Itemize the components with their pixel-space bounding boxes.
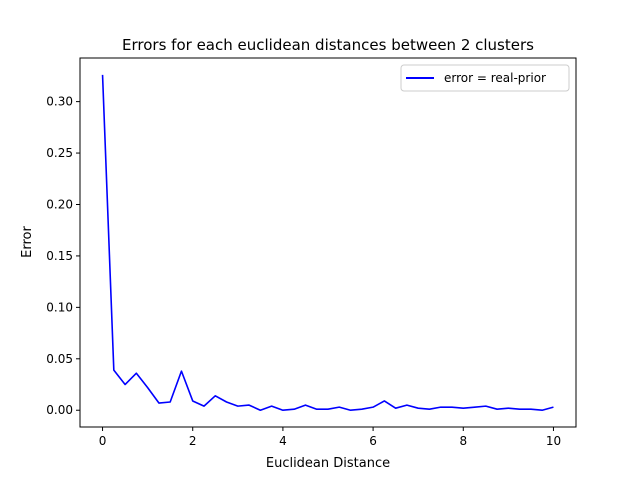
plot-area xyxy=(80,58,576,427)
legend: error = real-prior xyxy=(400,64,570,92)
chart-title: Errors for each euclidean distances betw… xyxy=(122,36,534,54)
y-axis-label: Error xyxy=(20,226,35,258)
series-layer xyxy=(101,74,554,412)
x-tick-label: 10 xyxy=(546,434,561,448)
y-axis-ticks: 0.00 0.05 0.10 0.15 0.20 0.25 0.30 xyxy=(46,95,80,417)
x-tick-label: 2 xyxy=(189,434,197,448)
series-line xyxy=(101,74,554,412)
y-tick-label: 0.10 xyxy=(46,300,73,314)
legend-label: error = real-prior xyxy=(444,71,546,85)
x-tick-label: 6 xyxy=(369,434,377,448)
y-tick-label: 0.25 xyxy=(46,146,73,160)
plot-frame xyxy=(79,57,577,428)
x-tick-label: 0 xyxy=(99,434,107,448)
x-axis-label: Euclidean Distance xyxy=(266,456,390,471)
x-tick-label: 8 xyxy=(459,434,467,448)
y-tick-label: 0.20 xyxy=(46,197,73,211)
x-tick-label: 4 xyxy=(279,434,287,448)
x-axis-ticks: 0 2 4 6 8 10 xyxy=(99,427,561,448)
legend-box xyxy=(400,64,570,92)
y-tick-label: 0.15 xyxy=(46,249,73,263)
y-tick-label: 0.30 xyxy=(46,95,73,109)
y-tick-label: 0.05 xyxy=(46,352,73,366)
y-tick-label: 0.00 xyxy=(46,403,73,417)
